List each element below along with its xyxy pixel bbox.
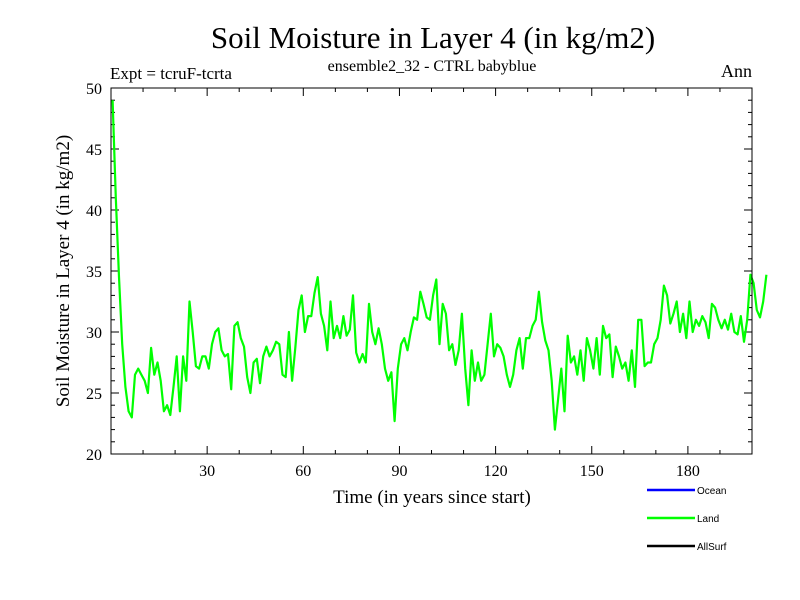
chart-subtitle: ensemble2_32 - CTRL babyblue xyxy=(328,58,537,75)
y-tick-label: 30 xyxy=(86,325,102,342)
legend-label-allsurf: AllSurf xyxy=(697,542,727,553)
y-tick-label: 40 xyxy=(86,203,102,220)
series-line-land xyxy=(111,100,768,431)
plot-frame xyxy=(110,87,753,455)
y-tick-label: 35 xyxy=(86,264,102,281)
y-tick-label: 45 xyxy=(86,142,102,159)
x-tick-label: 60 xyxy=(295,463,311,480)
y-tick-label: 25 xyxy=(86,386,102,403)
x-tick-label: 120 xyxy=(484,463,508,480)
x-tick-label: 180 xyxy=(676,463,700,480)
x-axis-label: Time (in years since start) xyxy=(333,487,531,508)
experiment-label: Expt = tcruF-tcrta xyxy=(110,64,232,83)
season-label: Ann xyxy=(721,61,752,81)
y-tick-label: 20 xyxy=(86,447,102,464)
legend: Ocean Land AllSurf xyxy=(647,486,727,553)
legend-label-ocean: Ocean xyxy=(697,486,726,497)
x-tick-label: 150 xyxy=(580,463,604,480)
y-axis-label: Soil Moisture in Layer 4 (in kg/m2) xyxy=(53,135,74,407)
y-tick-label: 50 xyxy=(86,81,102,98)
legend-label-land: Land xyxy=(697,514,719,525)
x-tick-label: 90 xyxy=(391,463,407,480)
chart-title: Soil Moisture in Layer 4 (in kg/m2) xyxy=(211,20,655,55)
x-tick-label: 30 xyxy=(199,463,215,480)
